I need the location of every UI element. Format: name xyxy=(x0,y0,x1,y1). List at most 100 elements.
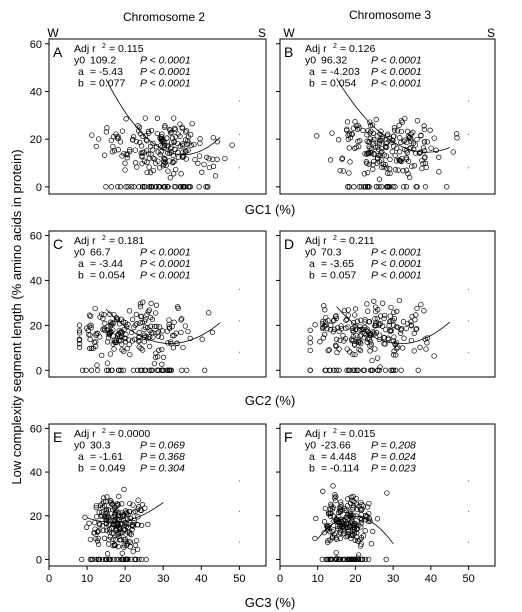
data-point xyxy=(139,160,145,167)
stat-label: b xyxy=(78,463,84,475)
data-point xyxy=(169,135,176,141)
data-point xyxy=(345,184,351,190)
stat-p-value: P < 0.0001 xyxy=(371,78,422,90)
data-point xyxy=(138,313,145,319)
x-tick-label: 30 xyxy=(157,573,169,585)
data-point xyxy=(391,309,397,316)
data-point xyxy=(345,307,351,313)
data-point xyxy=(346,145,352,151)
data-point xyxy=(137,507,144,513)
data-point xyxy=(355,538,361,544)
fit-curve xyxy=(336,78,450,153)
data-point xyxy=(123,116,129,122)
data-point xyxy=(366,500,372,507)
data-point xyxy=(336,346,342,352)
data-point xyxy=(401,138,407,145)
stat-value: 96.32 xyxy=(321,55,347,67)
data-point xyxy=(201,161,207,168)
data-point xyxy=(325,539,331,546)
data-point xyxy=(349,514,355,521)
data-point xyxy=(90,345,96,352)
data-point xyxy=(167,367,173,373)
data-point xyxy=(92,526,98,532)
data-point xyxy=(344,503,351,509)
data-point xyxy=(333,343,339,349)
data-point xyxy=(110,556,117,563)
stat-value: = 0.057 xyxy=(321,270,356,282)
data-point xyxy=(148,127,155,134)
stat-superscript: 2 xyxy=(333,43,337,50)
stat-value: = -4.203 xyxy=(321,66,360,78)
data-point xyxy=(149,316,156,323)
data-point xyxy=(119,556,125,563)
data-point xyxy=(344,367,350,373)
data-point xyxy=(107,556,113,563)
stat-value: = 0.181 xyxy=(109,235,144,247)
data-point xyxy=(90,556,96,563)
x-tick-label: 0 xyxy=(46,573,52,585)
data-point xyxy=(118,510,124,516)
data-point xyxy=(108,500,114,506)
data-point xyxy=(403,325,409,332)
data-point xyxy=(410,129,416,135)
stat-value: = 0.211 xyxy=(340,235,375,247)
data-point xyxy=(405,158,412,164)
data-point xyxy=(379,149,385,155)
data-point xyxy=(141,339,147,345)
data-point xyxy=(181,184,187,190)
data-point xyxy=(320,318,326,325)
reference-dot xyxy=(468,351,470,353)
stat-label: Adj r xyxy=(74,43,96,55)
data-point xyxy=(88,325,94,331)
stat-label: Adj r xyxy=(74,428,96,440)
data-point xyxy=(120,513,126,519)
data-point xyxy=(157,135,163,141)
data-point xyxy=(375,367,381,373)
reference-dot xyxy=(468,167,470,169)
data-point xyxy=(148,300,154,307)
data-point xyxy=(395,128,401,134)
data-point xyxy=(334,336,340,342)
data-point xyxy=(390,184,396,190)
data-point xyxy=(119,501,125,507)
data-point xyxy=(159,361,165,367)
data-point xyxy=(86,323,93,329)
data-point xyxy=(127,147,133,153)
data-point xyxy=(307,367,313,373)
data-point xyxy=(101,327,108,334)
reference-dot xyxy=(238,510,240,512)
data-point xyxy=(99,556,106,563)
data-point xyxy=(373,320,379,327)
data-point xyxy=(362,184,369,190)
data-point xyxy=(360,127,366,134)
data-point xyxy=(374,516,381,522)
data-point xyxy=(352,521,358,527)
data-point xyxy=(413,326,420,332)
data-point xyxy=(155,149,161,155)
data-point xyxy=(424,139,430,145)
data-point xyxy=(322,331,328,337)
stat-label: y0 xyxy=(74,440,85,452)
reference-dot xyxy=(238,351,240,353)
fit-curve xyxy=(336,306,450,344)
data-point xyxy=(162,160,168,166)
data-point xyxy=(161,367,167,373)
data-point xyxy=(383,153,389,159)
y-tick-label: 0 xyxy=(36,365,42,377)
data-point xyxy=(333,516,339,522)
data-point xyxy=(76,344,83,351)
x-tick-label: 40 xyxy=(195,573,207,585)
data-point xyxy=(330,483,336,489)
data-point xyxy=(121,522,128,528)
data-point xyxy=(203,184,209,190)
data-point xyxy=(325,556,332,563)
data-point xyxy=(137,304,144,310)
data-point xyxy=(105,367,112,373)
stat-p-value: P < 0.0001 xyxy=(371,66,422,78)
data-point xyxy=(376,176,383,182)
data-point xyxy=(353,338,359,345)
data-point xyxy=(366,319,372,325)
data-point xyxy=(350,505,356,511)
stat-superscript: 2 xyxy=(102,43,106,50)
reference-dot xyxy=(238,541,240,543)
